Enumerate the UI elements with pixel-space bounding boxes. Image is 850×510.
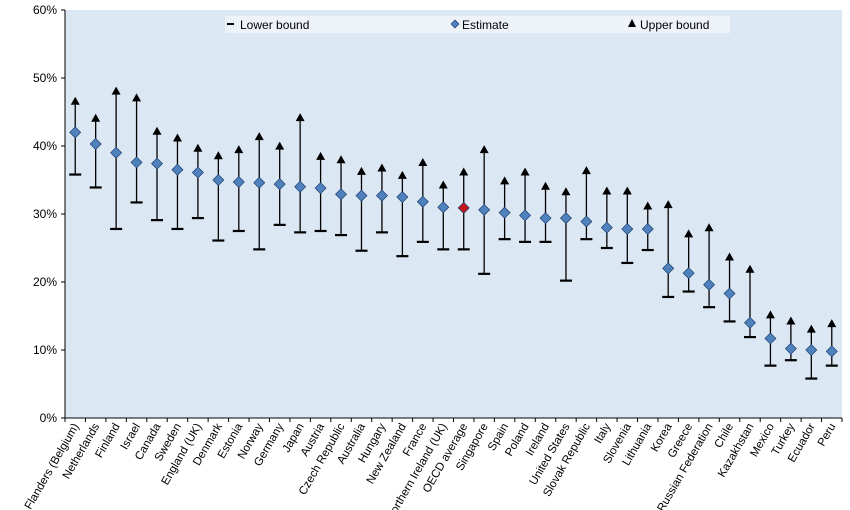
estimate-marker	[69, 126, 82, 139]
legend-lower-bound-swatch	[227, 23, 234, 25]
estimate-marker	[335, 188, 348, 201]
upper-bound-marker	[377, 163, 387, 172]
estimate-marker	[580, 215, 593, 228]
y-tick-label: 50%	[33, 71, 57, 85]
upper-bound-marker	[91, 113, 101, 122]
x-tick-label: Peru	[816, 422, 839, 449]
x-tick-label: Italy	[593, 421, 614, 445]
upper-bound-marker	[663, 200, 673, 209]
legend-upper-bound-swatch	[628, 19, 636, 27]
estimate-marker	[498, 206, 511, 219]
upper-bound-marker	[765, 310, 775, 319]
estimate-marker	[396, 191, 409, 203]
estimate-marker	[253, 176, 266, 189]
upper-bound-marker	[111, 86, 121, 95]
upper-bound-marker	[786, 316, 796, 325]
upper-bound-marker	[397, 170, 407, 179]
estimate-marker	[191, 166, 204, 179]
legend: Lower bound Estimate Upper bound	[225, 16, 730, 33]
estimate-marker	[294, 180, 307, 193]
estimate-marker	[457, 201, 470, 214]
upper-bound-marker	[479, 145, 489, 154]
upper-bound-marker	[254, 132, 264, 141]
estimate-marker	[478, 203, 491, 216]
legend-background	[225, 16, 730, 33]
estimate-marker	[171, 163, 184, 176]
y-tick-label: 40%	[33, 139, 57, 153]
estimate-marker	[764, 332, 777, 345]
upper-bound-marker	[438, 180, 448, 189]
estimate-marker	[375, 189, 388, 202]
data-marks	[69, 86, 838, 380]
estimate-marker	[416, 195, 429, 208]
upper-bound-marker	[827, 319, 837, 328]
estimate-marker	[151, 157, 164, 170]
plot-background	[65, 10, 842, 418]
upper-bound-marker	[356, 166, 366, 175]
upper-bound-marker	[70, 96, 80, 105]
y-axis: 0% 10% 20% 30% 40% 50% 60%	[33, 3, 66, 425]
estimate-marker	[130, 156, 143, 169]
estimate-marker	[600, 221, 613, 234]
estimate-marker	[232, 176, 245, 189]
upper-bound-marker	[295, 113, 305, 122]
legend-estimate-swatch	[450, 19, 460, 29]
upper-bound-marker	[745, 264, 755, 273]
upper-bound-marker	[459, 167, 469, 176]
upper-bound-marker	[684, 229, 694, 238]
estimate-marker	[805, 344, 818, 356]
estimate-marker	[519, 209, 532, 222]
estimate-marker	[314, 182, 327, 195]
upper-bound-marker	[316, 151, 326, 160]
upper-bound-marker	[643, 201, 653, 210]
estimate-marker	[273, 178, 286, 191]
estimate-marker	[723, 287, 736, 300]
estimate-marker	[355, 189, 368, 202]
upper-bound-marker	[193, 143, 203, 152]
upper-bound-marker	[213, 151, 223, 160]
estimate-marker	[110, 146, 123, 159]
estimate-marker	[641, 222, 654, 235]
y-tick-label: 10%	[33, 343, 57, 357]
estimate-marker	[743, 316, 756, 329]
upper-bound-marker	[520, 167, 530, 176]
estimate-marker	[682, 267, 695, 280]
estimate-marker	[621, 222, 634, 235]
estimate-marker	[539, 212, 552, 225]
estimate-marker	[212, 174, 225, 186]
x-axis: Flanders (Belgium)NetherlandsFinlandIsra…	[23, 417, 843, 510]
upper-bound-marker	[172, 133, 182, 142]
upper-bound-marker	[336, 155, 346, 164]
estimate-marker	[89, 137, 102, 150]
legend-estimate-label: Estimate	[462, 18, 509, 32]
legend-upper-bound-label: Upper bound	[640, 18, 709, 32]
upper-bound-marker	[704, 223, 714, 232]
upper-bound-marker	[132, 93, 142, 102]
y-tick-label: 0%	[40, 411, 58, 425]
upper-bound-marker	[622, 186, 632, 195]
estimate-marker	[437, 201, 450, 214]
estimate-marker	[703, 278, 716, 291]
estimate-marker	[784, 342, 797, 355]
upper-bound-marker	[725, 252, 735, 261]
upper-bound-marker	[602, 186, 612, 195]
upper-bound-marker	[418, 158, 428, 166]
upper-bound-marker	[581, 166, 591, 175]
estimate-marker	[559, 212, 572, 225]
upper-bound-marker	[275, 141, 285, 150]
estimate-marker	[825, 345, 838, 358]
upper-bound-marker	[500, 176, 510, 185]
upper-bound-marker	[152, 126, 162, 135]
upper-bound-marker	[561, 187, 571, 196]
y-tick-label: 30%	[33, 207, 57, 221]
y-tick-label: 60%	[33, 3, 57, 17]
upper-bound-marker	[541, 181, 551, 190]
estimate-marker	[662, 262, 675, 275]
y-tick-label: 20%	[33, 275, 57, 289]
legend-lower-bound-label: Lower bound	[240, 18, 309, 32]
upper-bound-marker	[234, 145, 244, 154]
upper-bound-marker	[806, 324, 816, 333]
